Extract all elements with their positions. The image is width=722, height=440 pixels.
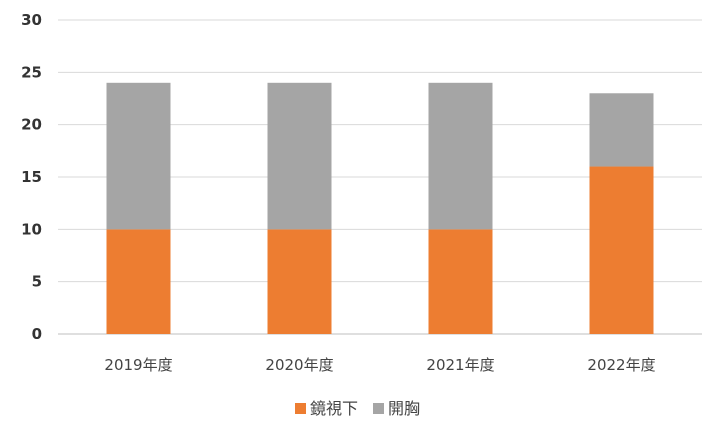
bar-segment-1: [106, 229, 171, 334]
y-tick-label: 30: [21, 11, 42, 29]
bar-segment-1: [589, 166, 654, 334]
bar-segment-1: [267, 229, 332, 334]
legend-swatch: [373, 403, 384, 414]
legend-swatch: [295, 403, 306, 414]
x-category-label: 2019年度: [104, 356, 172, 374]
y-axis-ticks: 0 5 10 15 20 25 30: [21, 11, 42, 343]
y-tick-label: 5: [32, 273, 42, 291]
bar-segment-1: [428, 229, 493, 334]
bar-segment-2: [267, 82, 332, 230]
x-axis-categories: 2019年度 2020年度 2021年度 2022年度: [104, 356, 655, 374]
legend: 鏡視下 開胸: [295, 399, 420, 418]
bars: [106, 82, 654, 334]
legend-label: 開胸: [388, 399, 420, 418]
y-tick-label: 0: [32, 325, 42, 343]
x-category-label: 2020年度: [265, 356, 333, 374]
bar-segment-2: [589, 93, 654, 167]
bar-segment-2: [428, 82, 493, 230]
y-tick-label: 25: [21, 63, 42, 81]
y-tick-label: 10: [21, 220, 42, 238]
x-category-label: 2021年度: [426, 356, 494, 374]
y-tick-label: 15: [21, 168, 42, 186]
legend-label: 鏡視下: [310, 399, 358, 418]
x-category-label: 2022年度: [587, 356, 655, 374]
y-tick-label: 20: [21, 116, 42, 134]
bar-segment-2: [106, 82, 171, 230]
